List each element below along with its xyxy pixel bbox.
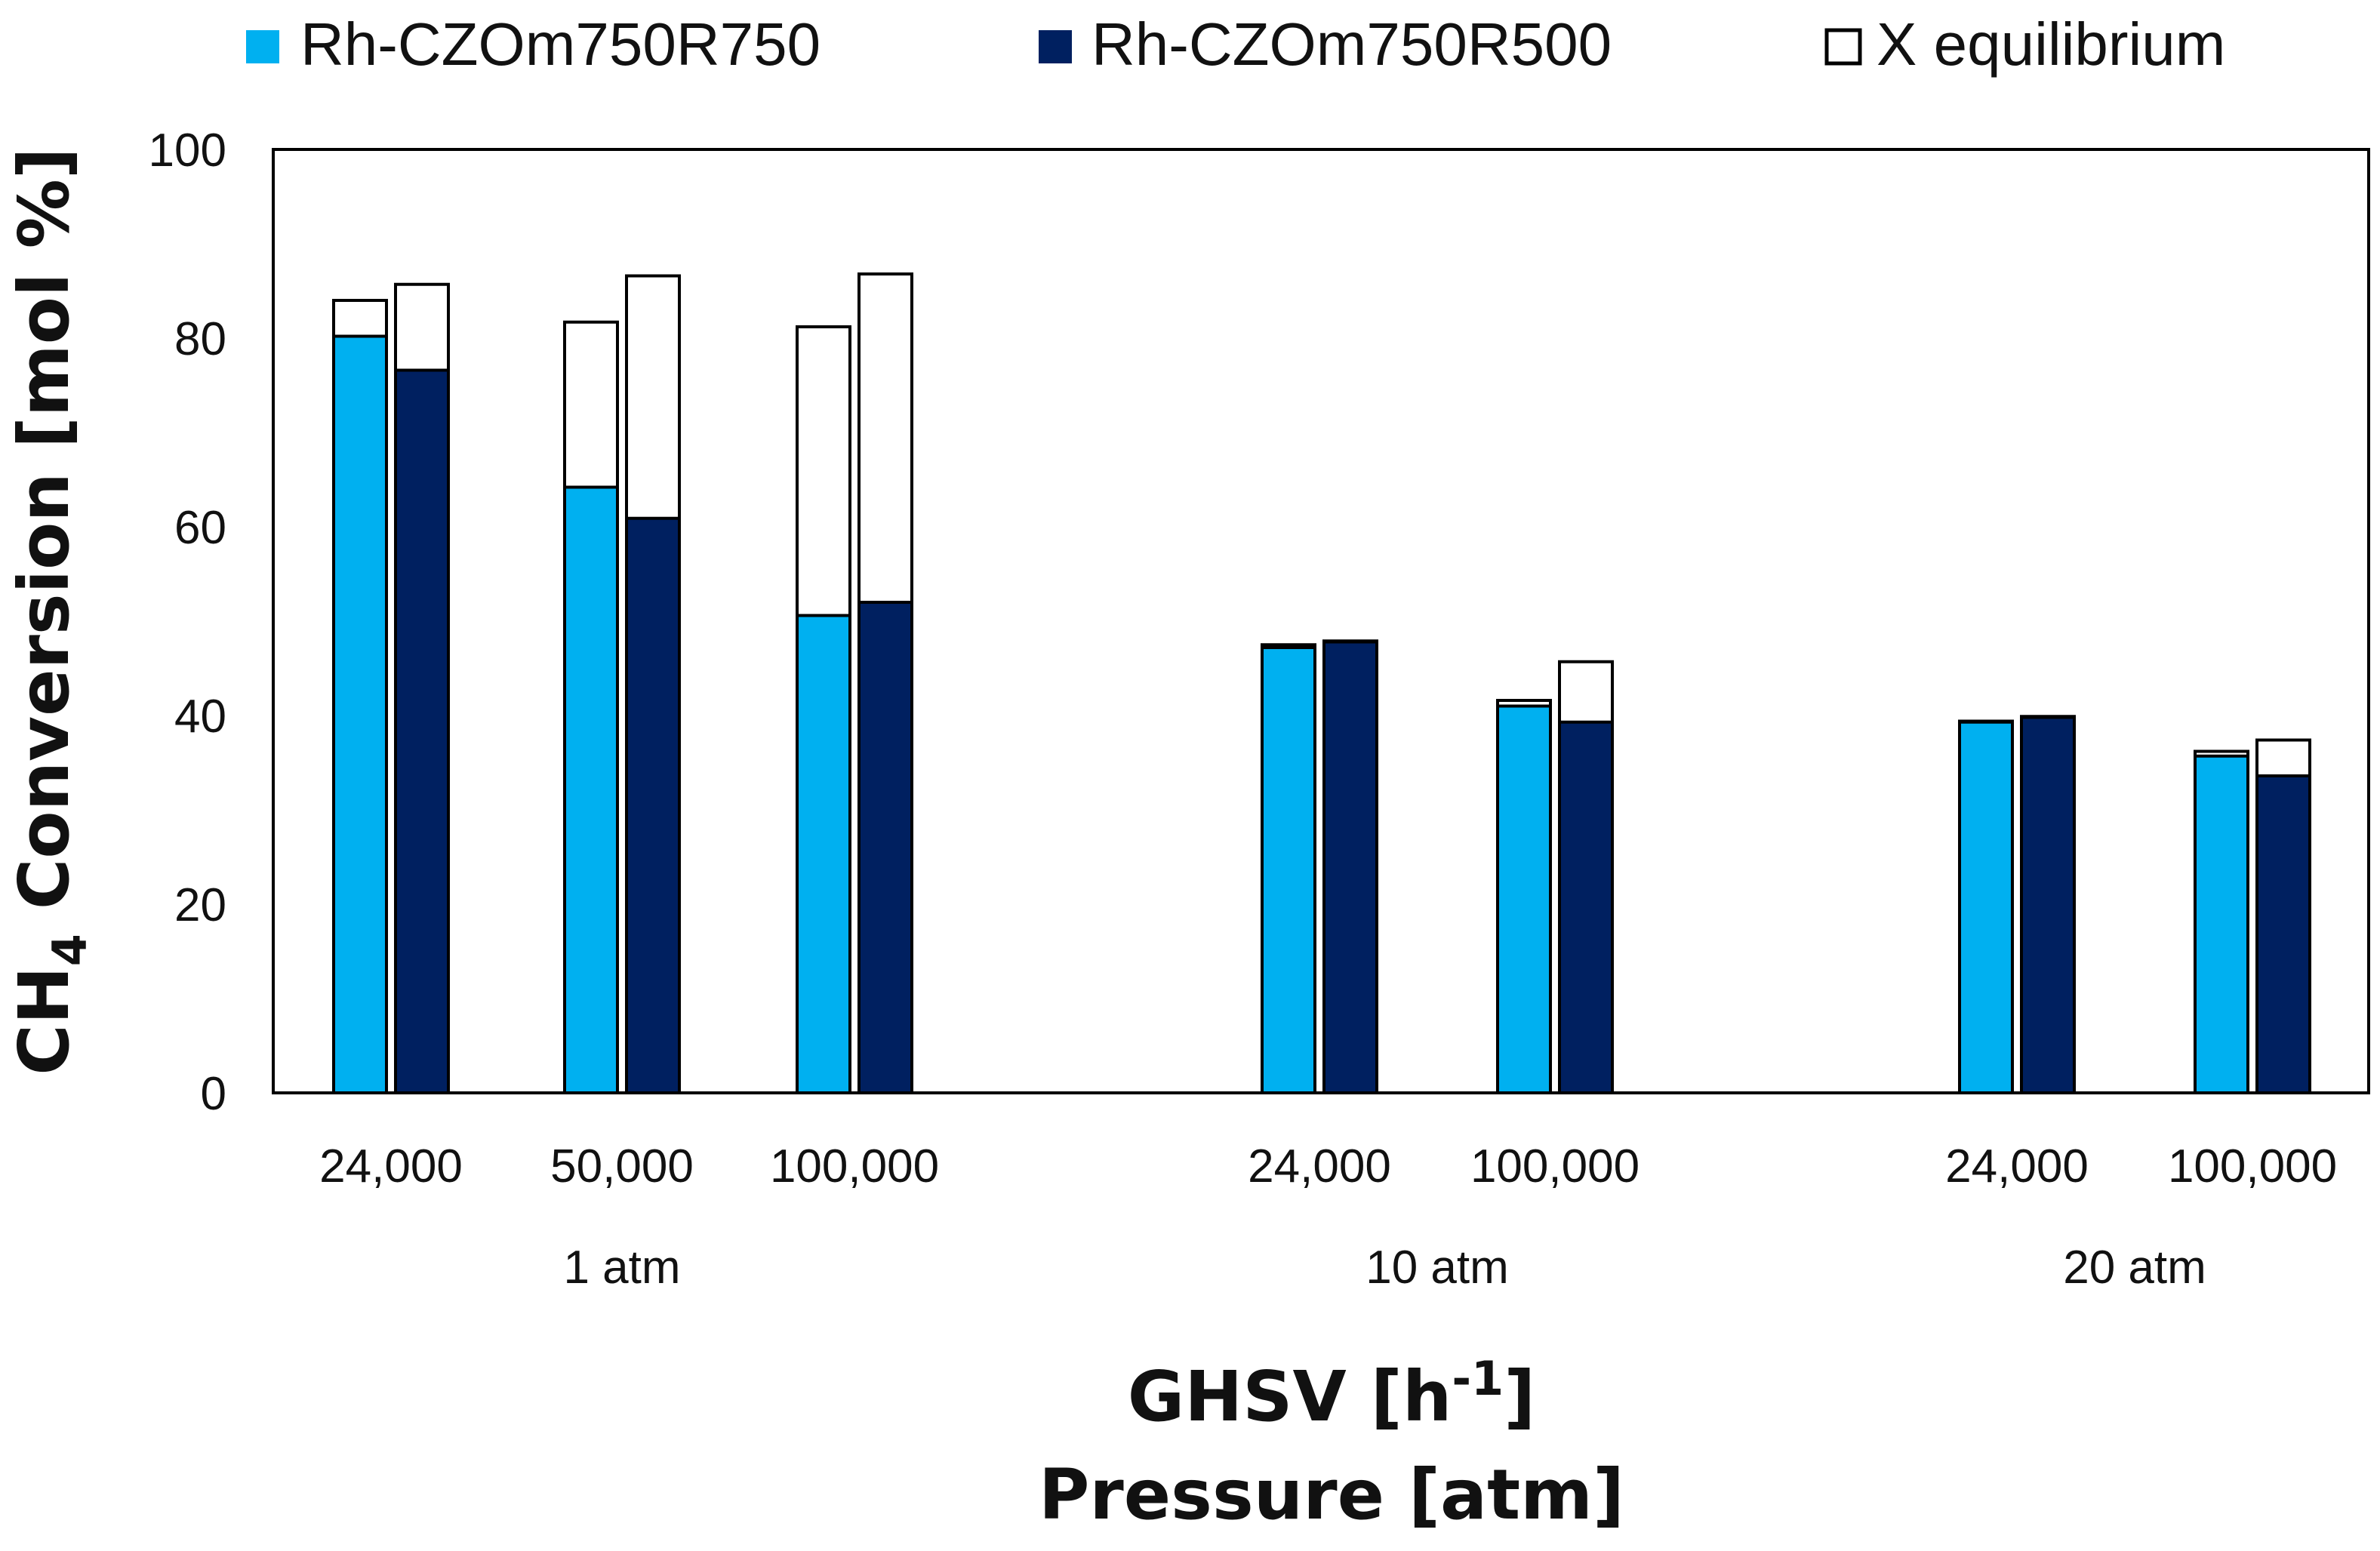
x-tick-label: 24,000 xyxy=(319,1140,463,1192)
x-axis-ticks: 24,000 50,000 100,000 24,000 100,000 24,000 10… xyxy=(319,1140,2337,1192)
y-axis-ticks: 0 20 40 60 80 100 xyxy=(149,125,226,1120)
bar-series-1 xyxy=(332,334,388,1094)
bar-series-1 xyxy=(796,614,851,1094)
legend-swatch-series-1 xyxy=(246,30,279,63)
bar-series-1 xyxy=(1496,704,1552,1094)
x-tick-label: 100,000 xyxy=(1470,1140,1640,1192)
x-axis-title: GHSV [h-1] xyxy=(1128,1351,1535,1437)
plot-area xyxy=(272,148,2370,1094)
bar-series-2 xyxy=(1558,720,1614,1094)
y-tick-label: 40 xyxy=(174,691,226,743)
x-tick-label: 24,000 xyxy=(1248,1140,1391,1192)
bar-series-2 xyxy=(1322,640,1378,1094)
y-tick-label: 20 xyxy=(174,879,226,931)
legend-swatch-equilibrium xyxy=(1824,28,1862,66)
y-tick-label: 100 xyxy=(149,125,226,177)
bar-series-2 xyxy=(625,516,681,1094)
x-axis-groups: 1 atm 10 atm 20 atm xyxy=(563,1242,2206,1294)
bar-series-1 xyxy=(563,485,619,1094)
x-group-label: 20 atm xyxy=(2063,1242,2206,1294)
legend-label-equilibrium: X equilibrium xyxy=(1877,11,2225,78)
bar-series-2 xyxy=(394,368,450,1094)
y-axis-title: CH4 Conversion [mol %] xyxy=(4,147,97,1076)
bar-series-1 xyxy=(1261,646,1316,1094)
legend-label-series-1: Rh-CZOm750R750 xyxy=(300,11,821,78)
y-tick-label: 80 xyxy=(174,313,226,365)
bar-series-2 xyxy=(2255,774,2311,1094)
legend: Rh-CZOm750R750 Rh-CZOm750R500 X equilibr… xyxy=(246,11,2225,78)
legend-label-series-2: Rh-CZOm750R500 xyxy=(1091,11,1612,78)
bar-series-2 xyxy=(857,601,913,1094)
x-axis-title-pressure: Pressure [atm] xyxy=(1039,1454,1624,1535)
y-tick-label: 60 xyxy=(174,502,226,554)
x-tick-label: 100,000 xyxy=(2168,1140,2337,1192)
bars xyxy=(332,272,2311,1094)
x-tick-label: 50,000 xyxy=(550,1140,694,1192)
x-tick-label: 24,000 xyxy=(1945,1140,2089,1192)
x-group-label: 1 atm xyxy=(563,1242,680,1294)
y-tick-label: 0 xyxy=(201,1068,226,1120)
bar-series-1 xyxy=(1958,720,2014,1094)
bar-series-2 xyxy=(2020,715,2076,1094)
legend-swatch-series-2 xyxy=(1039,30,1072,63)
x-tick-label: 100,000 xyxy=(770,1140,939,1192)
bar-series-1 xyxy=(2194,754,2249,1094)
x-group-label: 10 atm xyxy=(1365,1242,1509,1294)
